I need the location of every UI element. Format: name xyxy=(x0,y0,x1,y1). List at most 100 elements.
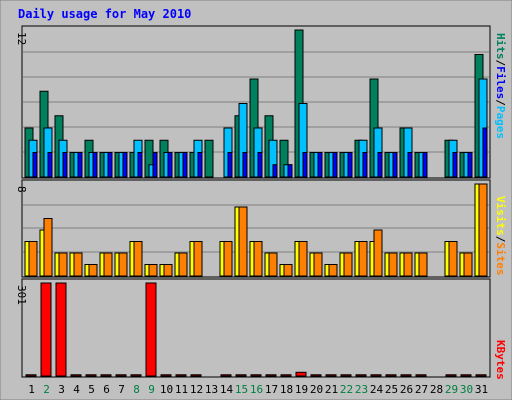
kbytes-bar xyxy=(460,374,472,377)
kbytes-bar xyxy=(475,374,487,377)
pages-bar xyxy=(227,152,233,178)
kbytes-bar xyxy=(325,374,337,377)
legend-files: Files xyxy=(494,66,507,99)
x-axis-label: 5 xyxy=(88,383,95,396)
kbytes-bar xyxy=(220,374,232,377)
kbytes-bar xyxy=(115,374,127,377)
x-axis-label: 8 xyxy=(133,383,140,396)
kbytes-bar xyxy=(385,374,397,377)
x-axis-label: 29 xyxy=(445,383,458,396)
pages-bar xyxy=(197,152,203,178)
x-axis-label: 13 xyxy=(205,383,218,396)
kbytes-bar xyxy=(160,374,172,377)
kbytes-y-max-label: 301 xyxy=(15,285,28,305)
kbytes-bar xyxy=(340,374,352,377)
sites-bar xyxy=(343,252,353,277)
sites-bar xyxy=(193,241,203,277)
x-axis-label: 9 xyxy=(148,383,155,396)
x-axis-label: 12 xyxy=(190,383,203,396)
pages-bar xyxy=(152,152,158,178)
sites-bar xyxy=(328,264,338,277)
pages-bar xyxy=(272,164,278,178)
sites-bar xyxy=(373,229,383,277)
x-axis-label: 20 xyxy=(310,383,323,396)
legend-hits-files-pages: Hits/Files/Pages xyxy=(494,33,507,139)
kbytes-bar xyxy=(130,374,142,377)
sites-bar xyxy=(388,252,398,277)
sites-bar xyxy=(358,241,368,277)
x-axis-label: 6 xyxy=(103,383,110,396)
x-axis-label: 4 xyxy=(73,383,80,396)
kbytes-bar xyxy=(445,374,457,377)
kbytes-bar xyxy=(250,374,262,377)
sites-bar xyxy=(88,264,98,277)
pages-bar xyxy=(47,152,53,178)
pages-bar xyxy=(32,152,38,178)
pages-bar xyxy=(107,152,113,178)
pages-bar xyxy=(167,152,173,178)
sites-bar xyxy=(418,252,428,277)
sites-bar xyxy=(403,252,413,277)
x-axis-label: 2 xyxy=(43,383,50,396)
legend-separator: / xyxy=(494,236,507,243)
pages-bar xyxy=(347,152,353,178)
x-axis-label: 16 xyxy=(250,383,263,396)
kbytes-bar xyxy=(70,374,82,377)
legend-hits: Hits xyxy=(494,33,507,60)
sites-bar xyxy=(118,252,128,277)
x-axis-label: 15 xyxy=(235,383,248,396)
x-axis-label: 14 xyxy=(220,383,234,396)
sites-bar xyxy=(298,241,308,277)
kbytes-bar xyxy=(175,374,187,377)
sites-bar xyxy=(283,264,293,277)
legend-kbytes: KBytes xyxy=(494,340,507,380)
x-axis-label: 26 xyxy=(400,383,413,396)
sites-bar xyxy=(463,252,473,277)
kbytes-bar xyxy=(310,374,322,377)
visits-y-max-label: 8 xyxy=(15,186,28,193)
sites-bar xyxy=(223,241,233,277)
pages-bar xyxy=(257,152,263,178)
sites-bar xyxy=(148,264,158,277)
kbytes-bar xyxy=(55,282,67,377)
x-axis-labels: 1 2 3 4 5 6 7 8 9 10 11 12 13 14 15 16 17 18 19 20 21 22 23 24 2… xyxy=(28,383,488,396)
legend-visits: Visits xyxy=(494,196,507,236)
x-axis-label: 21 xyxy=(325,383,338,396)
pages-bar xyxy=(467,152,473,178)
pages-bar xyxy=(482,127,488,178)
kbytes-bar xyxy=(280,374,292,377)
x-axis-label: 17 xyxy=(265,383,278,396)
pages-bar xyxy=(452,152,458,178)
sites-bar xyxy=(268,252,278,277)
kbytes-bar xyxy=(100,374,112,377)
x-axis-label: 22 xyxy=(340,383,353,396)
kbytes-panel xyxy=(21,278,491,378)
pages-bar xyxy=(242,152,248,178)
kbytes-bar xyxy=(295,371,307,377)
legend-sites: Sites xyxy=(494,242,507,275)
legend-visits-sites: Visits/Sites xyxy=(494,196,507,276)
legend-separator: / xyxy=(494,99,507,106)
x-axis-label: 28 xyxy=(430,383,443,396)
sites-bar xyxy=(253,241,263,277)
bars xyxy=(24,29,488,377)
x-axis-label: 18 xyxy=(280,383,293,396)
hits-y-max-label: 12 xyxy=(15,32,28,45)
pages-bar xyxy=(92,152,98,178)
pages-bar xyxy=(302,152,308,178)
pages-bar xyxy=(407,152,413,178)
sites-bar xyxy=(28,241,38,277)
pages-bar xyxy=(62,152,68,178)
x-axis-label: 11 xyxy=(175,383,188,396)
pages-bar xyxy=(287,164,293,178)
x-axis-label: 3 xyxy=(58,383,65,396)
pages-bar xyxy=(122,152,128,178)
sites-bar xyxy=(448,241,458,277)
sites-bar xyxy=(58,252,68,277)
x-axis-label: 10 xyxy=(160,383,173,396)
pages-bar xyxy=(137,152,143,178)
kbytes-bar xyxy=(370,374,382,377)
kbytes-bar xyxy=(265,374,277,377)
x-axis-label: 30 xyxy=(460,383,473,396)
